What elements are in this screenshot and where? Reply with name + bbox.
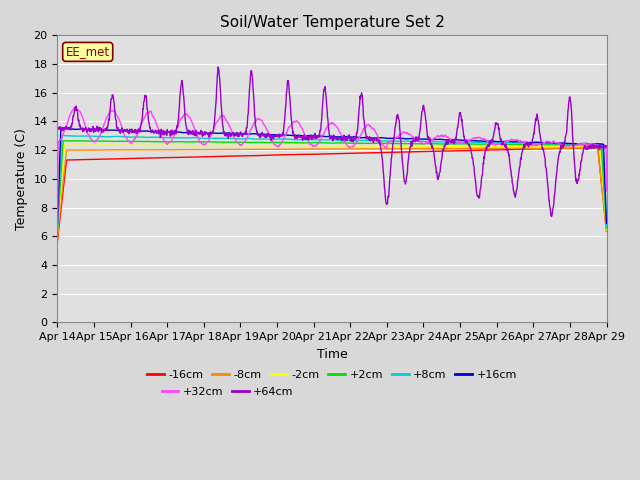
+64cm [237,131,245,137]
+32cm [603,188,611,194]
+32cm [417,140,425,146]
X-axis label: Time: Time [317,348,348,360]
Line: -2cm: -2cm [58,145,607,234]
-2cm [417,144,425,149]
+64cm [548,214,556,219]
+64cm [490,134,497,140]
-2cm [237,143,245,149]
Line: +8cm: +8cm [58,135,607,229]
+64cm [417,114,425,120]
+32cm [538,141,545,147]
-8cm [603,228,611,234]
Legend: +32cm, +64cm: +32cm, +64cm [157,383,298,401]
+16cm [490,138,497,144]
-16cm [417,149,425,155]
-2cm [538,144,545,149]
-8cm [417,146,425,152]
+16cm [176,129,184,135]
+8cm [54,226,61,232]
Line: -8cm: -8cm [58,148,607,236]
Y-axis label: Temperature (C): Temperature (C) [15,128,28,230]
-2cm [88,142,95,148]
-16cm [237,153,244,159]
+16cm [603,220,611,226]
Line: +64cm: +64cm [58,67,607,216]
-16cm [54,238,61,244]
Title: Soil/Water Temperature Set 2: Soil/Water Temperature Set 2 [220,15,444,30]
+8cm [163,135,170,141]
+2cm [163,139,170,144]
+32cm [163,141,170,146]
-2cm [603,227,611,232]
+8cm [417,138,425,144]
Text: EE_met: EE_met [66,46,110,59]
Line: +2cm: +2cm [58,141,607,231]
Line: +32cm: +32cm [58,107,607,232]
+16cm [57,126,65,132]
+64cm [163,129,170,135]
+64cm [214,64,222,70]
-16cm [163,155,170,160]
-2cm [176,143,184,148]
-8cm [54,233,61,239]
+16cm [54,223,61,228]
Line: +16cm: +16cm [58,129,607,226]
+8cm [538,141,545,146]
+2cm [490,141,497,147]
+64cm [603,143,611,149]
+64cm [175,100,183,106]
+16cm [237,131,245,137]
+8cm [176,135,184,141]
-2cm [490,144,497,149]
-8cm [538,145,545,151]
-16cm [603,228,611,234]
+2cm [538,142,545,147]
-16cm [594,144,602,150]
-8cm [489,145,497,151]
-8cm [175,147,183,153]
-8cm [237,146,244,152]
-2cm [54,231,61,237]
+8cm [60,132,68,138]
+32cm [54,229,61,235]
+64cm [54,125,61,131]
+32cm [490,141,497,147]
+32cm [237,143,245,148]
+2cm [176,139,184,144]
+32cm [72,104,79,110]
-8cm [587,145,595,151]
-16cm [538,146,545,152]
+64cm [538,142,545,147]
+2cm [54,228,61,234]
-16cm [175,155,183,160]
-8cm [163,147,170,153]
+16cm [163,129,170,135]
+8cm [490,140,497,145]
+2cm [237,139,245,145]
+2cm [417,141,425,146]
+8cm [603,223,611,229]
-2cm [163,143,170,148]
+2cm [61,138,69,144]
+8cm [237,136,245,142]
+2cm [603,225,611,231]
+32cm [176,118,184,124]
+16cm [417,136,425,142]
-16cm [489,147,497,153]
+16cm [538,140,545,145]
Line: -16cm: -16cm [58,147,607,241]
